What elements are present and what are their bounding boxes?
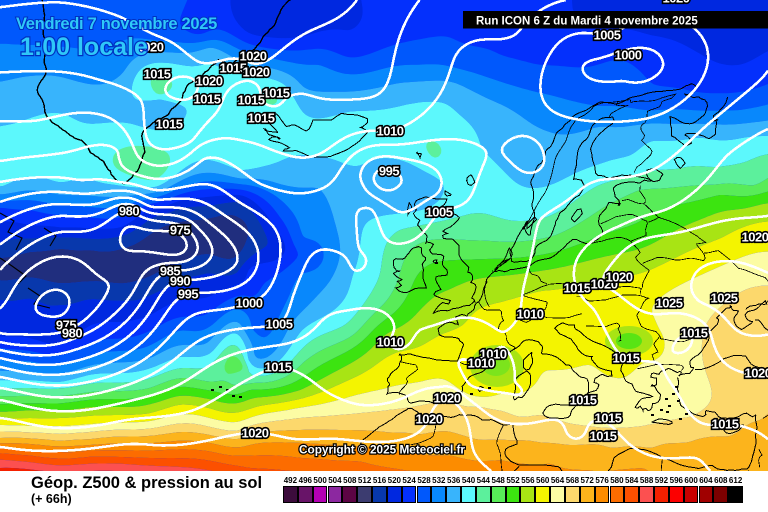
svg-text:1015: 1015 <box>238 93 265 108</box>
svg-text:1020: 1020 <box>663 0 690 6</box>
svg-text:995: 995 <box>379 164 399 179</box>
svg-text:Run ICON 6 Z du Mardi 4 novemb: Run ICON 6 Z du Mardi 4 novembre 2025 <box>476 16 698 28</box>
svg-text:1015: 1015 <box>570 393 597 408</box>
svg-text:1010: 1010 <box>468 356 495 371</box>
svg-text:1015: 1015 <box>265 360 292 375</box>
svg-text:990: 990 <box>170 274 190 289</box>
svg-text:1:00 locale: 1:00 locale <box>20 33 148 61</box>
svg-text:1015: 1015 <box>248 111 275 126</box>
svg-text:1020: 1020 <box>240 49 267 64</box>
svg-text:980: 980 <box>119 204 139 219</box>
svg-text:1020: 1020 <box>196 74 223 89</box>
svg-text:1010: 1010 <box>480 347 507 362</box>
svg-text:1005: 1005 <box>266 317 293 332</box>
svg-text:1000: 1000 <box>236 296 263 311</box>
svg-text:1015: 1015 <box>613 351 640 366</box>
svg-text:1020: 1020 <box>606 270 633 285</box>
svg-text:1020: 1020 <box>137 40 164 55</box>
svg-text:1020: 1020 <box>242 426 269 441</box>
svg-text:1005: 1005 <box>426 205 453 220</box>
svg-text:1015: 1015 <box>144 67 171 82</box>
svg-text:1020: 1020 <box>243 65 270 80</box>
svg-text:975: 975 <box>56 318 76 333</box>
svg-text:Copyright © 2025 Meteociel.fr: Copyright © 2025 Meteociel.fr <box>299 443 465 457</box>
svg-text:1020: 1020 <box>416 412 443 427</box>
svg-text:980: 980 <box>62 326 82 341</box>
svg-text:985: 985 <box>160 264 180 279</box>
svg-text:1015: 1015 <box>156 117 183 132</box>
svg-text:1015: 1015 <box>564 281 591 296</box>
svg-text:1015: 1015 <box>595 411 622 426</box>
svg-text:1015: 1015 <box>681 326 708 341</box>
svg-text:1010: 1010 <box>377 124 404 139</box>
svg-text:975: 975 <box>170 223 190 238</box>
svg-text:1020: 1020 <box>742 230 768 245</box>
svg-text:1015: 1015 <box>220 61 247 76</box>
svg-text:1010: 1010 <box>377 335 404 350</box>
svg-text:1000: 1000 <box>615 48 642 63</box>
svg-text:1025: 1025 <box>711 291 738 306</box>
svg-text:1015: 1015 <box>194 92 221 107</box>
svg-text:1020: 1020 <box>745 366 768 381</box>
svg-text:1015: 1015 <box>590 429 617 444</box>
svg-text:1010: 1010 <box>517 307 544 322</box>
svg-text:1025: 1025 <box>656 296 683 311</box>
svg-text:1005: 1005 <box>594 28 621 43</box>
svg-text:1015: 1015 <box>712 417 739 432</box>
svg-text:1020: 1020 <box>434 391 461 406</box>
svg-text:995: 995 <box>178 287 198 302</box>
svg-text:1020: 1020 <box>591 277 618 292</box>
svg-text:1015: 1015 <box>263 86 290 101</box>
svg-text:Vendredi 7 novembre 2025: Vendredi 7 novembre 2025 <box>16 15 217 33</box>
